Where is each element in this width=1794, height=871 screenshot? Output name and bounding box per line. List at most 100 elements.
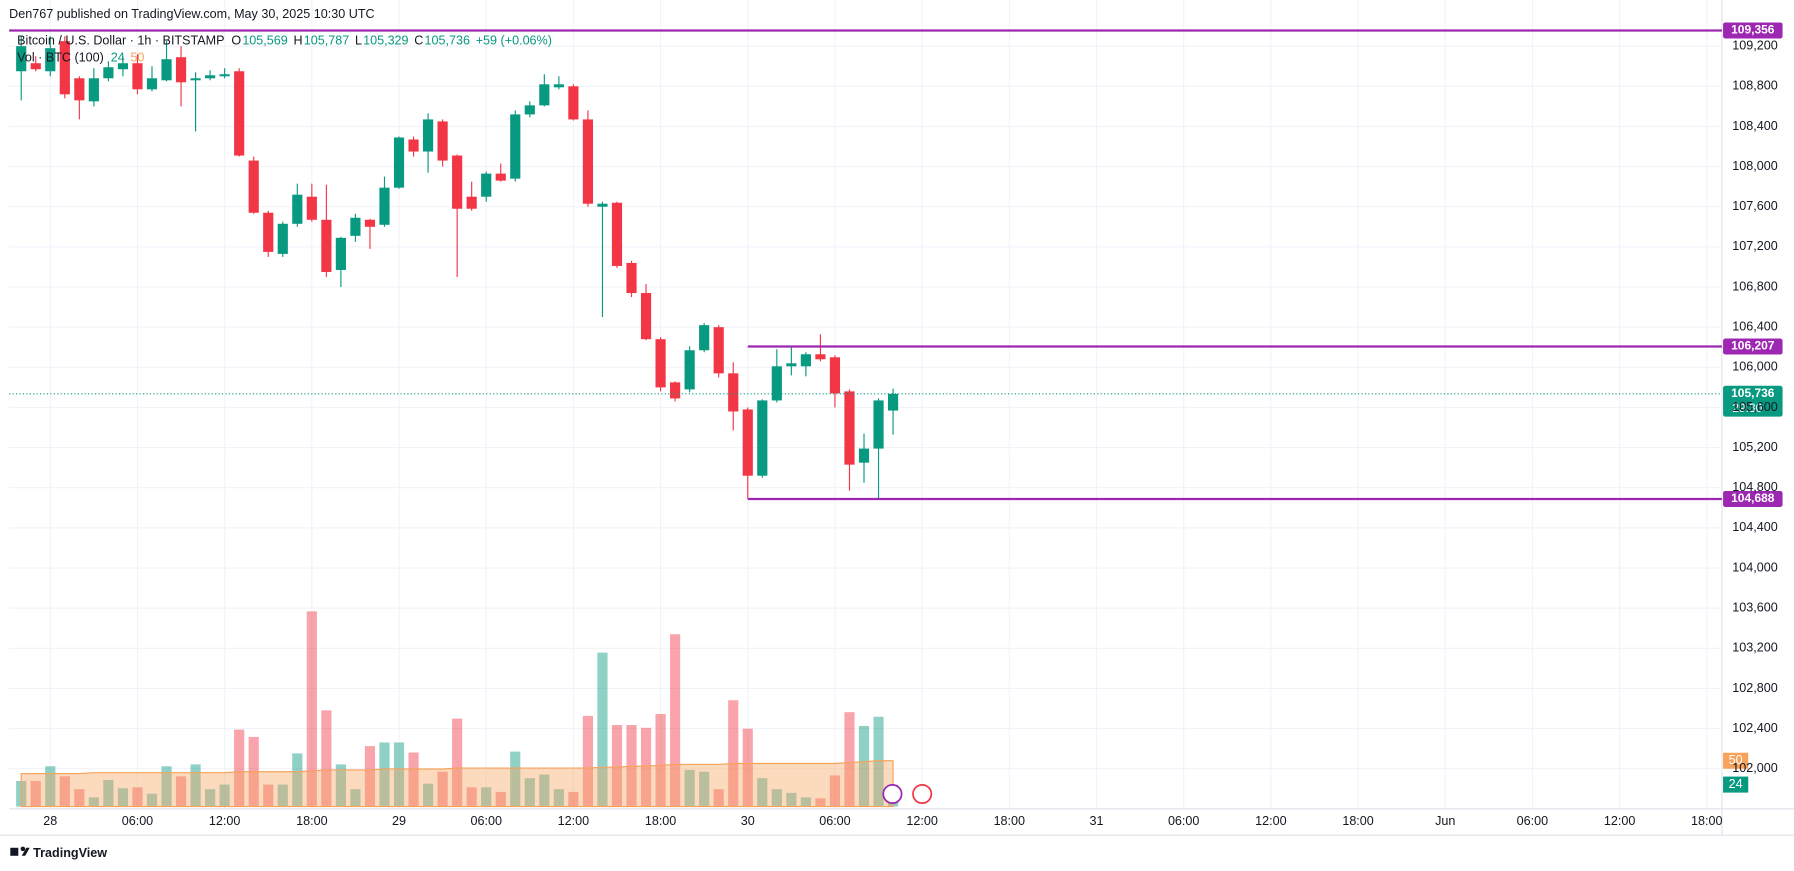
x-tick-label: 18:00	[1691, 814, 1722, 828]
candle-body	[815, 354, 826, 360]
volume-bar	[335, 764, 346, 807]
y-tick-label: 105,200	[1732, 440, 1777, 454]
volume-bar	[568, 791, 579, 807]
legend-key: L	[355, 34, 362, 48]
candle-body	[829, 357, 841, 394]
y-tick-label: 103,600	[1732, 600, 1777, 614]
volume-bar	[553, 789, 564, 807]
candle-body	[510, 114, 521, 179]
volume-bar	[844, 712, 855, 807]
candle-body	[655, 339, 666, 388]
legend-value: 105,736	[425, 34, 470, 48]
candle-body	[539, 84, 550, 106]
candle-body	[437, 121, 448, 161]
legend-value: 105,329	[363, 34, 408, 48]
candle-body	[422, 119, 434, 152]
publisher: Den767 published on TradingView.com, May…	[9, 7, 374, 21]
y-tick-label: 103,200	[1732, 641, 1777, 655]
last-price-label: 105,736	[1731, 386, 1775, 400]
volume-bar	[873, 716, 884, 807]
footer-brand: TradingView	[33, 846, 107, 860]
volume-bar	[117, 788, 129, 807]
y-tick-label: 102,800	[1732, 681, 1777, 695]
candle-body	[393, 137, 405, 188]
volume-bar	[393, 742, 405, 807]
candle-body	[277, 223, 288, 254]
y-tick-label: 108,400	[1732, 119, 1777, 133]
x-tick-label: 12:00	[558, 814, 589, 828]
event-icons	[882, 783, 933, 805]
candle-body	[713, 327, 724, 374]
axis: 102,000 102,400 102,800 103,200 103,600 104,0…	[43, 38, 1777, 827]
volume-bar	[30, 780, 41, 807]
volume-title: Vol · BTC (100)	[17, 51, 104, 65]
logo-mark	[10, 847, 19, 856]
volume-bar	[640, 727, 652, 807]
y-tick-label: 108,800	[1732, 79, 1777, 93]
candle-body	[495, 173, 506, 181]
y-tick-label: 106,400	[1732, 319, 1777, 333]
y-tick-label: 102,400	[1732, 721, 1777, 735]
volume-bar	[728, 700, 739, 807]
candle-body	[800, 354, 811, 367]
candle-body	[335, 237, 346, 270]
y-tick-label: 107,200	[1732, 239, 1777, 253]
volume-bar	[146, 793, 158, 807]
candle-body	[728, 373, 739, 412]
y-tick-label: 107,600	[1732, 199, 1777, 213]
level-label: 104,688	[1731, 491, 1775, 505]
volume-bar	[175, 776, 187, 807]
volume-bar	[670, 634, 681, 807]
y-tick-label: 104,000	[1732, 560, 1777, 574]
y-tick-label: 108,000	[1732, 159, 1777, 173]
x-tick-label: 12:00	[209, 814, 240, 828]
level-label-box	[1723, 22, 1783, 39]
candle-body	[74, 78, 85, 101]
volume-bar	[379, 742, 390, 807]
candle-body	[117, 63, 129, 70]
y-tick-label: 104,400	[1732, 520, 1777, 534]
volume-bar	[786, 792, 797, 807]
volume-bar	[481, 787, 492, 807]
volume-label: 24	[1729, 777, 1743, 791]
volume-bar	[219, 784, 230, 807]
candle-body	[59, 41, 70, 95]
volume-bar	[205, 789, 216, 807]
x-tick-label: 06:00	[819, 814, 850, 828]
volume-bar	[350, 789, 361, 807]
x-tick-label: 06:00	[1168, 814, 1199, 828]
volume-bar	[539, 774, 550, 807]
x-tick-label: 18:00	[1342, 814, 1373, 828]
volume-bar	[771, 789, 782, 807]
candle-body	[757, 400, 768, 476]
candle-body	[103, 67, 114, 79]
volume-bar	[597, 652, 608, 807]
volume-bar	[742, 728, 753, 807]
ma-box	[1723, 752, 1749, 769]
candle-body	[146, 78, 158, 90]
volume-bar	[277, 784, 288, 807]
candle-body	[582, 119, 594, 204]
x-tick-label: 06:00	[1517, 814, 1548, 828]
candle-body	[364, 219, 376, 227]
y-tick-label: 102,000	[1732, 761, 1777, 775]
candle-body	[321, 219, 332, 272]
volume-bar	[234, 729, 245, 807]
candle-body	[30, 63, 41, 70]
candle-body	[742, 409, 753, 476]
x-tick-label: 12:00	[1255, 814, 1286, 828]
y-tick-label: 105,600	[1732, 400, 1777, 414]
volume-bar	[364, 746, 376, 807]
candle-body	[786, 363, 797, 367]
candle-body	[408, 139, 419, 152]
x-tick-label: 06:00	[122, 814, 153, 828]
candle-body	[670, 382, 681, 399]
y-tick-label: 106,000	[1732, 360, 1777, 374]
candle-body	[205, 75, 216, 79]
x-tick-label: 06:00	[470, 814, 501, 828]
candle-body	[306, 196, 317, 220]
volume-bar	[582, 715, 594, 807]
volume-bar	[495, 791, 506, 807]
